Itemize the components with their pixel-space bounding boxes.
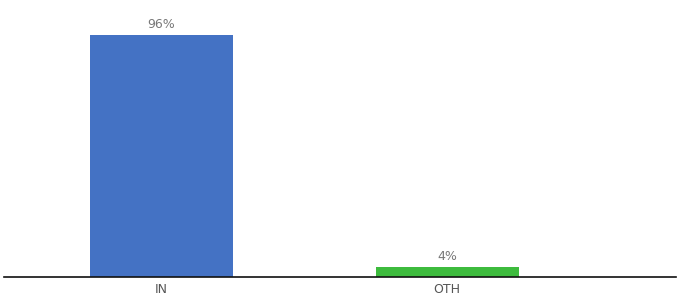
Text: 96%: 96% (148, 18, 175, 31)
Bar (90, 34, 233, 277)
Bar (376, 267, 519, 277)
Text: 4%: 4% (437, 250, 457, 263)
